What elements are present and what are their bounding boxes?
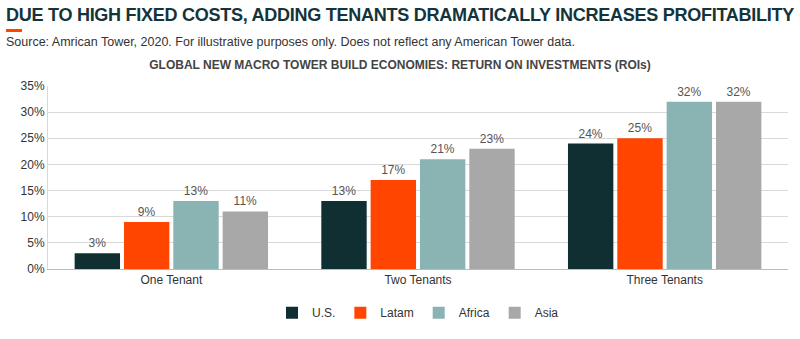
svg-text:11%: 11% [234,194,257,208]
svg-text:Two Tenants: Two Tenants [384,273,451,287]
svg-text:13%: 13% [332,184,356,198]
svg-text:3%: 3% [88,236,106,250]
svg-text:U.S.: U.S. [312,306,335,320]
svg-text:9%: 9% [138,205,156,219]
html-text:Source: Amrican Tower, 2020. F: Source: Amrican Tower, 2020. For illustr… [6,35,575,49]
svg-text:23%: 23% [480,132,504,146]
svg-text:30%: 30% [21,105,45,119]
svg-text:Asia: Asia [535,306,559,320]
svg-text:0%: 0% [27,262,45,276]
svg-text:Africa: Africa [459,306,490,320]
svg-text:10%: 10% [21,210,45,224]
html-text:DUE TO HIGH FIXED COSTS, ADDIN: DUE TO HIGH FIXED COSTS, ADDING TENANTS … [6,4,794,25]
svg-text:One Tenant: One Tenant [140,273,202,287]
svg-text:15%: 15% [21,184,45,198]
svg-text:Three Tenants: Three Tenants [626,273,703,287]
svg-text:21%: 21% [430,142,454,156]
svg-text:32%: 32% [677,85,701,99]
svg-text:35%: 35% [21,79,45,93]
svg-text:25%: 25% [628,121,652,135]
svg-text:25%: 25% [21,131,45,145]
svg-text:20%: 20% [21,158,45,172]
svg-text:GLOBAL NEW MACRO TOWER BUILD E: GLOBAL NEW MACRO TOWER BUILD ECONOMIES: … [149,58,651,72]
svg-text:24%: 24% [578,127,602,141]
svg-text:32%: 32% [726,85,750,99]
svg-text:Latam: Latam [380,306,413,320]
svg-text:17%: 17% [381,163,405,177]
svg-text:13%: 13% [184,184,208,198]
svg-text:5%: 5% [27,236,45,250]
